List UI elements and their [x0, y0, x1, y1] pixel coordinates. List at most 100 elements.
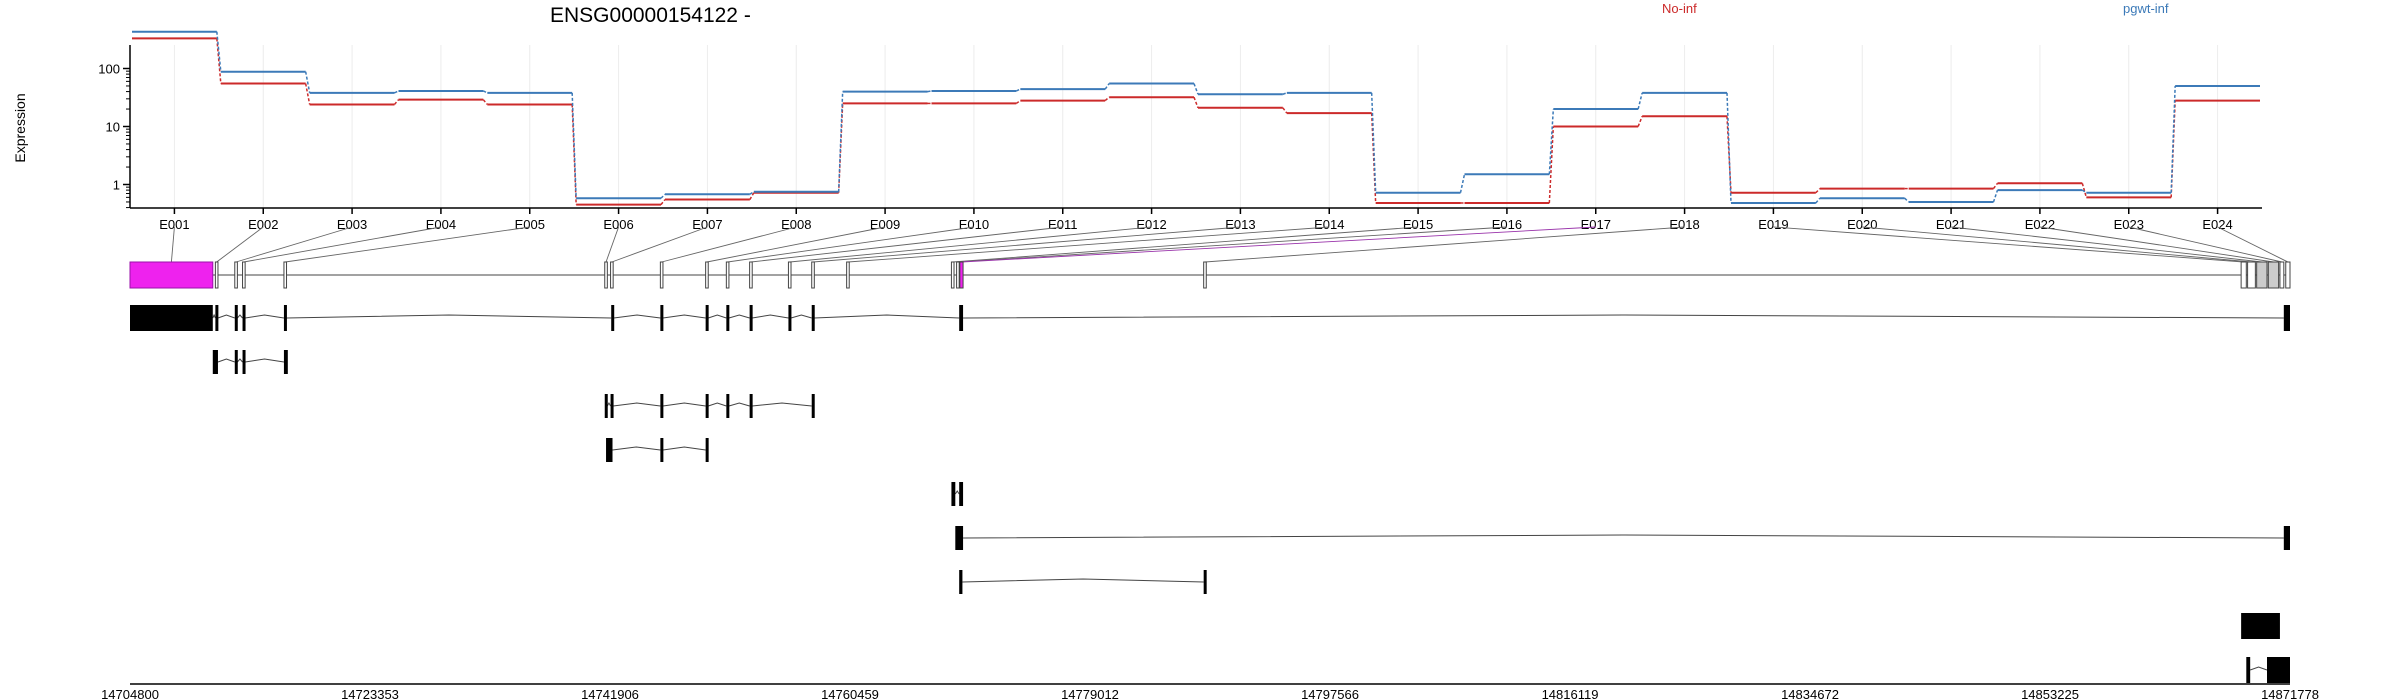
data-connector	[393, 99, 400, 105]
exon-block	[660, 305, 664, 331]
data-connector	[1992, 182, 1999, 190]
exon-block	[604, 394, 608, 418]
intron-line	[954, 490, 960, 495]
x-tick-label: E003	[337, 217, 367, 232]
data-connector	[1282, 107, 1288, 114]
x-tick-label: E009	[870, 217, 900, 232]
exon-block	[660, 394, 664, 418]
x-tick-label: E013	[1225, 217, 1255, 232]
data-connector	[1992, 189, 1999, 203]
exon-box	[1203, 261, 1207, 289]
genomic-tick-label: 14723353	[341, 687, 399, 700]
genomic-tick-label: 14760459	[821, 687, 879, 700]
data-connector	[1637, 116, 1643, 127]
data-connector	[1016, 88, 1021, 92]
x-tick-label: E014	[1314, 217, 1344, 232]
exon-connector-line	[611, 226, 708, 263]
data-connector	[482, 99, 488, 105]
intron-line	[245, 314, 285, 319]
y-axis: 1 10 100	[98, 45, 131, 209]
data-connector	[1815, 188, 1821, 194]
exon-connector-line	[216, 226, 264, 263]
exon-box	[749, 261, 753, 289]
exon-box	[604, 261, 608, 289]
exon-block	[660, 438, 664, 462]
exon-block	[283, 305, 287, 331]
exon-box	[846, 261, 850, 289]
x-tick-label: E001	[159, 217, 189, 232]
data-connector	[660, 199, 666, 206]
exon-connector-line	[2039, 226, 2274, 263]
transcript-row	[604, 394, 815, 418]
data-connector	[1548, 108, 1555, 175]
genomic-tick-label: 14779012	[1061, 687, 1119, 700]
x-tick-label: E019	[1758, 217, 1788, 232]
data-connector	[660, 193, 666, 199]
data-connector	[304, 83, 311, 105]
genomic-tick-label: 14816119	[1542, 687, 1599, 700]
transcript-row	[959, 570, 1207, 594]
y-tick-label: 1	[113, 178, 120, 193]
exon-connector-line	[706, 226, 886, 263]
exon-connector-line	[1204, 226, 1685, 263]
exon-box	[705, 261, 709, 289]
data-connector	[1815, 197, 1821, 204]
genomic-tick-label: 14797566	[1301, 687, 1359, 700]
exon-block	[2283, 526, 2290, 550]
exon-connector-line	[847, 226, 1330, 263]
exon-connector-line	[2128, 226, 2282, 263]
exon-box	[129, 261, 214, 289]
exon-block	[1203, 570, 1207, 594]
exon-block	[959, 305, 964, 331]
intron-line	[217, 358, 235, 363]
intron-line	[728, 402, 750, 407]
intron-line	[662, 402, 706, 407]
exon-block	[234, 305, 238, 331]
x-tick-label: E023	[2114, 217, 2144, 232]
exon-block	[130, 305, 213, 331]
exon-box	[725, 261, 730, 289]
exon-connector-line	[1951, 226, 2262, 263]
intron-line	[612, 446, 661, 451]
exon-block	[705, 394, 709, 418]
data-connector	[483, 90, 488, 94]
exon-block	[749, 394, 753, 418]
x-tick-label: E017	[1581, 217, 1611, 232]
exon-connector-line	[957, 226, 1507, 263]
legend-pgwt-inf: pgwt-inf	[2123, 1, 2169, 16]
exon-box	[610, 261, 614, 289]
intron-line	[212, 313, 216, 319]
intron-line	[790, 314, 812, 319]
exon-box	[234, 261, 238, 289]
exon-connector-line	[235, 226, 353, 263]
transcript-row	[212, 350, 288, 374]
transcript-row	[955, 526, 2290, 550]
data-connector	[1104, 83, 1110, 90]
exon-block	[2283, 305, 2290, 331]
exon-connector-line	[952, 226, 1419, 263]
x-tick-label: E016	[1492, 217, 1522, 232]
exon-connector-line	[961, 226, 1596, 263]
x-tick-label: E002	[248, 217, 278, 232]
data-connector	[1459, 174, 1466, 193]
transcript-row	[951, 482, 964, 506]
exon-block	[705, 438, 709, 462]
exon-block	[234, 350, 238, 374]
intron-line	[286, 314, 612, 319]
exon-connector-line	[2217, 226, 2289, 263]
data-connector	[1370, 92, 1377, 193]
intron-line	[752, 402, 812, 407]
exon-connector-line	[170, 226, 175, 263]
data-connector	[216, 31, 222, 72]
transcript-row	[2241, 613, 2280, 639]
exon-box	[659, 261, 664, 289]
exon-connector-line	[605, 226, 620, 263]
data-connector	[749, 191, 755, 195]
genomic-axis: 14704800 14723353 14741906 14760459 14779012…	[101, 683, 2319, 700]
exon-box	[950, 261, 955, 289]
data-connector	[394, 90, 399, 94]
exon-block	[726, 305, 730, 331]
y-axis-label: Expression	[12, 93, 28, 162]
data-connector	[837, 91, 844, 192]
x-axis: E001 E002 E003 E004 E005 E006 E007 E008 E009 E010…	[130, 207, 2262, 232]
